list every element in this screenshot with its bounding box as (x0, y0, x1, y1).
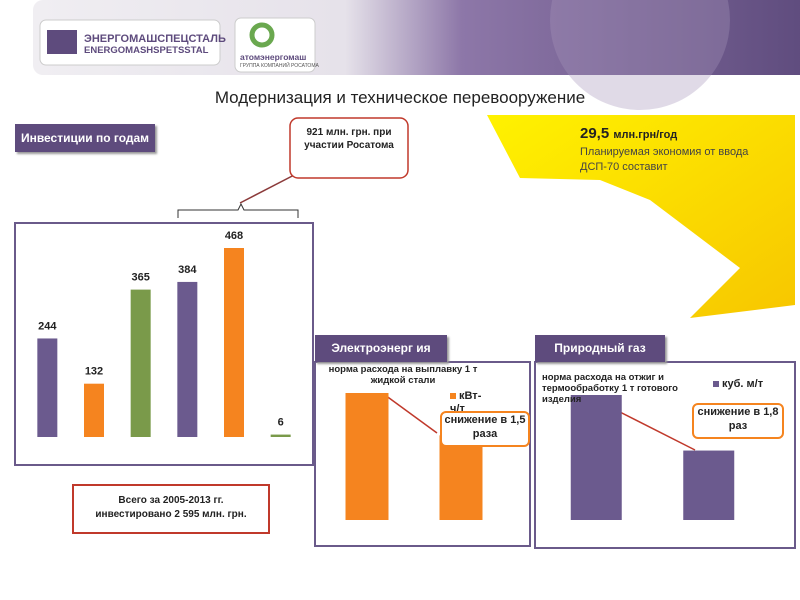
logo1-frame (39, 19, 221, 66)
header-band (33, 0, 800, 75)
chart-frame (14, 222, 314, 466)
bar (270, 434, 291, 437)
chart-subtitle: норма расхода на отжиг и термообработку … (542, 372, 678, 405)
logo2-icon (249, 22, 275, 48)
legend-entry: куб. м/т (713, 378, 775, 402)
yellow-banner (487, 115, 795, 318)
total-note: Всего за 2005-2013 гг. инвестировано 2 5… (95, 495, 247, 520)
data-label: 6 (278, 417, 284, 429)
logo1-icon (47, 30, 77, 54)
annotation: снижение в 1,8 раз (692, 403, 784, 439)
chart-subtitle: норма расхода на выплавку 1 т жидкой ста… (328, 364, 478, 386)
callout-box (289, 117, 409, 179)
annotation: снижение в 1,5 раза (440, 411, 530, 447)
logo2-sub: ГРУППА КОМПАНИЙ РОСАТОМА (240, 63, 319, 69)
chart-title: Инвестиции по годам (15, 124, 155, 152)
chart-title: Природный газ (535, 335, 665, 362)
bar (224, 248, 244, 437)
callout-text: 921 млн. грн. при участии Росатома (304, 127, 394, 151)
data-label: 244 (38, 320, 57, 332)
total-box (72, 484, 270, 534)
data-label: 468 (225, 230, 243, 242)
logo2-name: атомэнергомаш (240, 52, 307, 62)
bar (130, 289, 151, 437)
logo1-en: ENERGOMASHSPETSSTAL (84, 45, 209, 56)
data-label: 365 (131, 272, 149, 284)
arrow (609, 406, 696, 451)
slide-title: Модернизация и техническое перевооружени… (214, 88, 586, 107)
savings-number: 29,5 (580, 125, 610, 142)
bar (683, 450, 735, 520)
bar (570, 395, 622, 520)
savings-text: Планируемая экономия от ввода ДСП-70 сос… (580, 146, 749, 173)
bar (439, 435, 483, 520)
data-label: 132 (85, 366, 103, 378)
header-decor (550, 0, 730, 110)
brace (177, 202, 299, 218)
bar (177, 281, 198, 437)
logo1-ru: ЭНЕРГОМАШСПЕЦСТАЛЬ (84, 33, 226, 45)
savings-value: 29,5 млн.грн/год (580, 125, 677, 142)
legend-entry: кВт-ч/т (450, 390, 490, 414)
bar (84, 383, 104, 437)
savings-unit: млн.грн/год (613, 129, 678, 141)
arrow (384, 394, 438, 434)
data-label: 384 (178, 264, 197, 276)
chart-title: Электроэнерг ия (315, 335, 447, 362)
bar (345, 393, 389, 520)
bar (37, 338, 58, 437)
callout-pointer (239, 171, 301, 204)
